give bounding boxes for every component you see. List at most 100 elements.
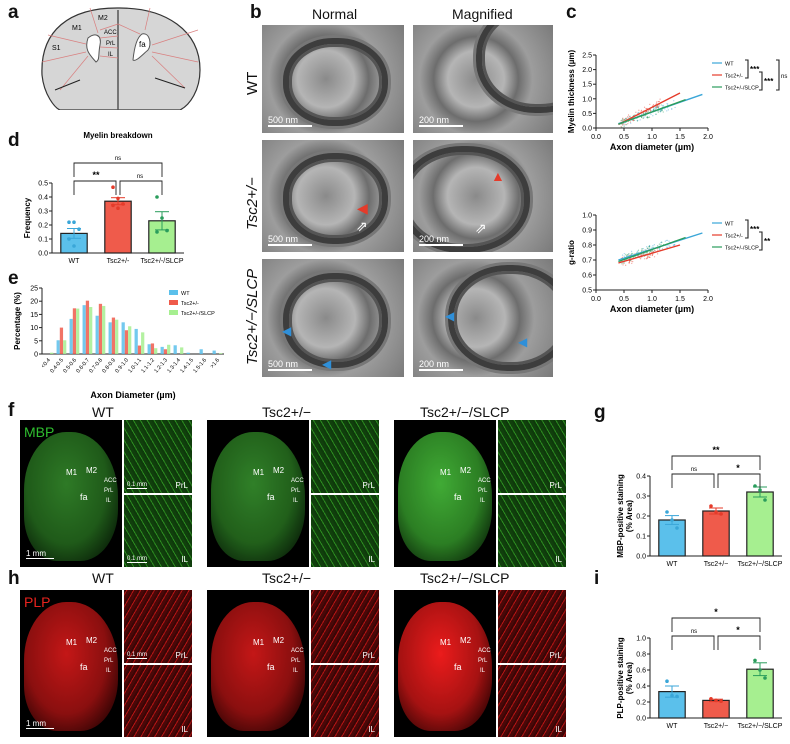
y-tick-label: 0.2 — [636, 514, 646, 521]
region-label: ACC — [478, 648, 491, 654]
scatter-point — [673, 100, 675, 102]
y-tick-label: 2.5 — [582, 53, 592, 60]
scatter-point — [627, 116, 629, 118]
scatter-point — [659, 98, 661, 100]
y-tick-label: 0.0 — [636, 554, 646, 561]
data-point — [116, 206, 120, 210]
panel-label-b: b — [250, 2, 262, 23]
region-label: PrL — [478, 488, 488, 494]
scatter-point — [640, 116, 643, 118]
scatter-point — [630, 260, 633, 262]
y-axis-label: Frequency — [23, 197, 32, 238]
region-label: ACC — [104, 30, 117, 36]
significance-label: ns — [115, 156, 121, 162]
bar — [746, 491, 774, 557]
inset-label: PrL — [362, 480, 375, 490]
region-label: M1 — [66, 468, 78, 477]
scale-bar: 500 nm — [268, 115, 313, 127]
scale-bar: 0.1 mm — [127, 556, 148, 563]
y-tick-label: 10 — [30, 325, 38, 332]
scatter-point — [625, 118, 627, 120]
blue-arrowhead-icon: ◀ — [282, 324, 292, 338]
x-tick-label: 1.5 — [675, 134, 685, 141]
x-tick-label: 0.5 — [619, 296, 629, 303]
scatter-point — [661, 108, 663, 111]
scatter-point — [644, 253, 646, 255]
data-point — [719, 699, 723, 703]
region-label: IL — [480, 498, 486, 504]
significance-label: ns — [691, 467, 697, 473]
scatter-point — [638, 109, 640, 111]
scatter-point — [627, 253, 630, 256]
y-tick-label: 0.6 — [582, 273, 592, 280]
data-point — [155, 230, 159, 234]
significance-label: ** — [92, 170, 100, 180]
scatter-point — [649, 251, 651, 254]
x-tick-label: WT — [69, 258, 81, 265]
scatter-point — [643, 106, 646, 108]
data-point — [116, 196, 120, 201]
scatter-point — [667, 109, 669, 111]
bar-2 — [76, 308, 80, 354]
scatter-point — [624, 119, 626, 121]
scatter-point — [621, 118, 624, 120]
region-label: fa — [80, 662, 88, 672]
chart-title: Myelin breakdown — [83, 131, 152, 140]
significance-bracket — [671, 617, 761, 632]
mbp-inset-prl-slcp: PrL — [498, 420, 566, 493]
x-tick-label: 0.5 — [619, 134, 629, 141]
region-label: M2 — [460, 636, 472, 645]
scatter-point — [644, 249, 646, 251]
region-label: M2 — [86, 466, 98, 475]
scatter-point — [646, 117, 648, 119]
region-label: IL — [480, 668, 486, 674]
scatter-point — [625, 264, 627, 266]
bar-1 — [124, 330, 129, 354]
legend-label: Tsc2+/- — [181, 301, 199, 307]
legend-label: WT — [181, 291, 190, 297]
region-label: M2 — [460, 466, 472, 475]
panel-label-c: c — [566, 2, 577, 23]
scatter-point — [657, 101, 660, 103]
scatter-point — [625, 255, 627, 257]
significance-bracket — [759, 231, 763, 251]
scatter-point — [647, 256, 649, 258]
scatter-point — [636, 120, 639, 122]
em-image-slcp-magnified: ◀ ◀ 200 nm — [413, 259, 553, 377]
bar-0 — [212, 350, 216, 354]
scatter-point — [652, 250, 654, 252]
y-axis-label: PLP-positive staining(% Area) — [616, 637, 634, 718]
inset-label: PrL — [549, 650, 562, 660]
region-label: PrL — [106, 41, 116, 47]
significance-bracket — [745, 59, 749, 79]
scatter-point — [652, 245, 654, 247]
region-label: IL — [293, 498, 299, 504]
scatter-point — [622, 119, 624, 121]
y-tick-label: 0.5 — [38, 181, 48, 188]
scatter-point — [657, 106, 659, 108]
scatter-point — [656, 248, 659, 250]
scale-bar: 1 mm — [26, 719, 54, 729]
y-tick-label: 1.0 — [582, 96, 592, 103]
scatter-point — [646, 246, 648, 248]
bar-2 — [154, 348, 158, 354]
data-point — [111, 185, 115, 189]
x-axis-label: Axon diameter (µm) — [610, 142, 694, 152]
y-tick-label: 0.6 — [636, 668, 646, 675]
scatter-point — [627, 117, 629, 119]
legend-swatch — [169, 310, 178, 315]
data-point — [670, 693, 674, 698]
mbp-brain-image-wt: MBP M1 M2 ACC PrL IL fa 1 mm — [20, 420, 122, 567]
em-image-tsc2-normal: ◀ ⇗ 500 nm — [262, 140, 404, 252]
region-label: fa — [80, 492, 88, 502]
legend-swatch — [169, 290, 178, 295]
y-tick-label: 0 — [34, 352, 38, 359]
scatter-point — [668, 240, 670, 242]
scatter-point — [645, 258, 648, 260]
region-label: PrL — [104, 658, 114, 664]
y-tick-label: 0.4 — [636, 684, 646, 691]
region-label: M2 — [273, 636, 285, 645]
scatter-point — [655, 113, 657, 115]
scatter-point — [655, 107, 657, 109]
scatter-point — [660, 104, 662, 106]
